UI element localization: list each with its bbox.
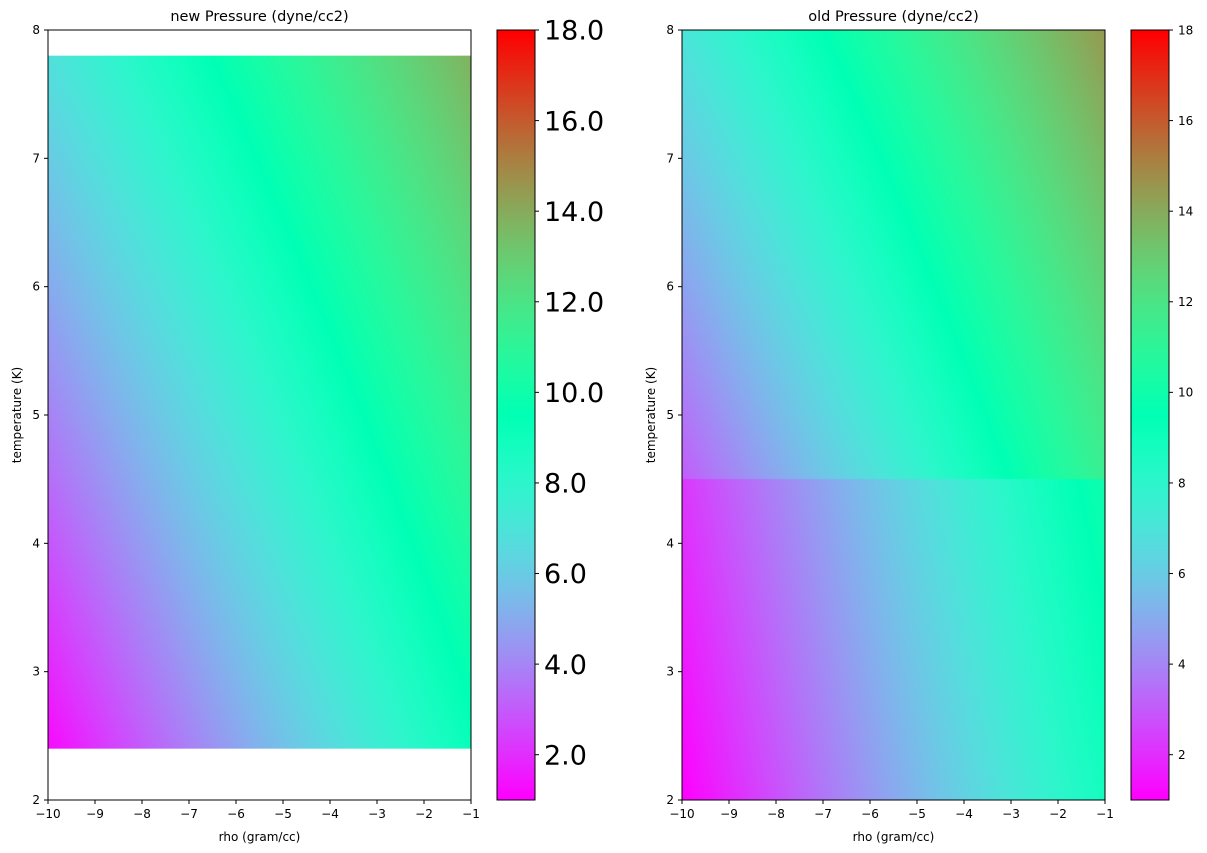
chart-title: new Pressure (dyne/cc2) [170, 9, 348, 25]
chart-title: old Pressure (dyne/cc2) [808, 9, 979, 25]
colorbar-tick-label: 18 [1178, 23, 1193, 37]
x-tick-label: −7 [180, 807, 198, 821]
colorbar-gradient [1131, 30, 1169, 800]
y-axis: 2 3 4 5 6 7 8 [666, 23, 682, 807]
colorbar-ticks: 2 4 6 8 10 12 14 16 18 [1169, 23, 1193, 762]
y-tick-label: 6 [32, 280, 40, 294]
colorbar-tick-label: 14.0 [544, 197, 604, 228]
y-tick-label: 2 [666, 793, 674, 807]
y-tick-label: 5 [666, 408, 674, 422]
colorbar-tick-label: 10 [1178, 386, 1193, 400]
colorbar-tick-label: 2.0 [544, 740, 587, 771]
x-tick-label: −6 [861, 807, 879, 821]
heatmap-image [48, 55, 471, 749]
y-tick-label: 2 [32, 793, 40, 807]
x-tick-label: −4 [321, 807, 339, 821]
x-axis: −10 −9 −8 −7 −6 −5 −4 −3 −2 −1 [669, 800, 1114, 821]
heatmap-area [47, 29, 472, 801]
colorbar-tick-label: 10.0 [544, 378, 604, 409]
colorbar-frame [1130, 29, 1170, 801]
colorbar-tick-label: 16.0 [544, 106, 604, 137]
y-tick-label: 7 [666, 151, 674, 165]
x-tick-label: −10 [669, 807, 694, 821]
x-tick-label: −2 [415, 807, 433, 821]
colorbar: 2.0 4.0 6.0 8.0 10.0 12.0 14.0 16.0 18.0 [496, 16, 604, 801]
colorbar-tick-label: 12.0 [544, 287, 604, 318]
colorbar-tick-label: 4.0 [544, 650, 587, 681]
colorbar-tick-label: 8.0 [544, 469, 587, 500]
colorbar-tick-label: 8 [1178, 476, 1186, 490]
colorbar-tick-label: 16 [1178, 114, 1193, 128]
colorbar-gradient [497, 30, 535, 800]
y-axis: 2 3 4 5 6 7 8 [32, 23, 48, 807]
x-tick-label: −1 [462, 807, 480, 821]
colorbar-tick-label: 6.0 [544, 559, 587, 590]
x-tick-label: −3 [1002, 807, 1020, 821]
x-tick-label: −9 [720, 807, 738, 821]
x-axis: −10 −9 −8 −7 −6 −5 −4 −3 −2 −1 [35, 800, 480, 821]
colorbar-tick-label: 18.0 [544, 16, 604, 47]
y-tick-label: 8 [666, 23, 674, 37]
x-tick-label: −3 [368, 807, 386, 821]
colorbar: 2 4 6 8 10 12 14 16 18 [1130, 23, 1193, 801]
colorbar-ticks: 2.0 4.0 6.0 8.0 10.0 12.0 14.0 16.0 18.0 [535, 16, 604, 771]
colorbar-tick-label: 4 [1178, 657, 1186, 671]
colorbar-tick-label: 2 [1178, 748, 1186, 762]
chart-old-pressure: old Pressure (dyne/cc2) −10 −9 −8 −7 −6 −5 −4−… [644, 9, 1193, 844]
chart-new-pressure: new Pressure (dyne/cc2) −10 −9 −8 −7 −6 −5 −4−… [10, 9, 604, 844]
x-tick-label: −7 [814, 807, 832, 821]
x-tick-label: −6 [227, 807, 245, 821]
y-axis-label: temperature (K) [10, 367, 24, 463]
heatmap-area [681, 29, 1106, 801]
x-tick-label: −4 [955, 807, 973, 821]
y-tick-label: 5 [32, 408, 40, 422]
y-tick-label: 6 [666, 280, 674, 294]
x-tick-label: −8 [767, 807, 785, 821]
heatmap-image [682, 30, 1105, 800]
colorbar-tick-label: 14 [1178, 204, 1193, 218]
x-tick-label: −9 [86, 807, 104, 821]
x-tick-label: −1 [1096, 807, 1114, 821]
x-axis-label: rho (gram/cc) [219, 830, 301, 844]
x-tick-label: −2 [1049, 807, 1067, 821]
x-tick-label: −5 [274, 807, 292, 821]
y-tick-label: 7 [32, 151, 40, 165]
y-tick-label: 3 [32, 665, 40, 679]
colorbar-tick-label: 12 [1178, 295, 1193, 309]
colorbar-frame [496, 29, 536, 801]
colorbar-tick-label: 6 [1178, 567, 1186, 581]
x-tick-label: −8 [133, 807, 151, 821]
y-axis-label: temperature (K) [644, 367, 658, 463]
y-tick-label: 3 [666, 665, 674, 679]
y-tick-label: 8 [32, 23, 40, 37]
y-tick-label: 4 [666, 536, 674, 550]
x-tick-label: −10 [35, 807, 60, 821]
x-tick-label: −5 [908, 807, 926, 821]
y-tick-label: 4 [32, 536, 40, 550]
x-axis-label: rho (gram/cc) [853, 830, 935, 844]
